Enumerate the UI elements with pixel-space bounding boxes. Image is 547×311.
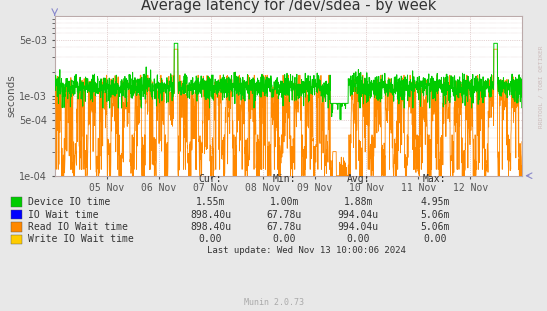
Text: 994.04u: 994.04u bbox=[337, 210, 379, 220]
Text: 0.00: 0.00 bbox=[199, 234, 222, 244]
Text: Max:: Max: bbox=[423, 174, 446, 184]
Y-axis label: seconds: seconds bbox=[6, 74, 16, 117]
Text: Cur:: Cur: bbox=[199, 174, 222, 184]
Text: 0.00: 0.00 bbox=[273, 234, 296, 244]
Text: 898.40u: 898.40u bbox=[190, 222, 231, 232]
Text: Min:: Min: bbox=[273, 174, 296, 184]
Text: 67.78u: 67.78u bbox=[267, 210, 302, 220]
Text: 0.00: 0.00 bbox=[423, 234, 446, 244]
Text: 5.06m: 5.06m bbox=[420, 210, 450, 220]
Text: 67.78u: 67.78u bbox=[267, 222, 302, 232]
Text: IO Wait time: IO Wait time bbox=[28, 210, 99, 220]
Text: 0.00: 0.00 bbox=[347, 234, 370, 244]
Text: 1.00m: 1.00m bbox=[270, 197, 299, 207]
Text: Munin 2.0.73: Munin 2.0.73 bbox=[243, 298, 304, 307]
Text: Last update: Wed Nov 13 10:00:06 2024: Last update: Wed Nov 13 10:00:06 2024 bbox=[207, 246, 406, 255]
Text: 1.55m: 1.55m bbox=[196, 197, 225, 207]
Text: 4.95m: 4.95m bbox=[420, 197, 450, 207]
Text: 898.40u: 898.40u bbox=[190, 210, 231, 220]
Text: Device IO time: Device IO time bbox=[28, 197, 110, 207]
Text: Read IO Wait time: Read IO Wait time bbox=[28, 222, 129, 232]
Text: Write IO Wait time: Write IO Wait time bbox=[28, 234, 134, 244]
Title: Average latency for /dev/sdea - by week: Average latency for /dev/sdea - by week bbox=[141, 0, 436, 13]
Text: 994.04u: 994.04u bbox=[337, 222, 379, 232]
Text: Avg:: Avg: bbox=[347, 174, 370, 184]
Text: 1.88m: 1.88m bbox=[344, 197, 373, 207]
Text: 5.06m: 5.06m bbox=[420, 222, 450, 232]
Text: RRDTOOL / TOBI OETIKER: RRDTOOL / TOBI OETIKER bbox=[538, 46, 543, 128]
